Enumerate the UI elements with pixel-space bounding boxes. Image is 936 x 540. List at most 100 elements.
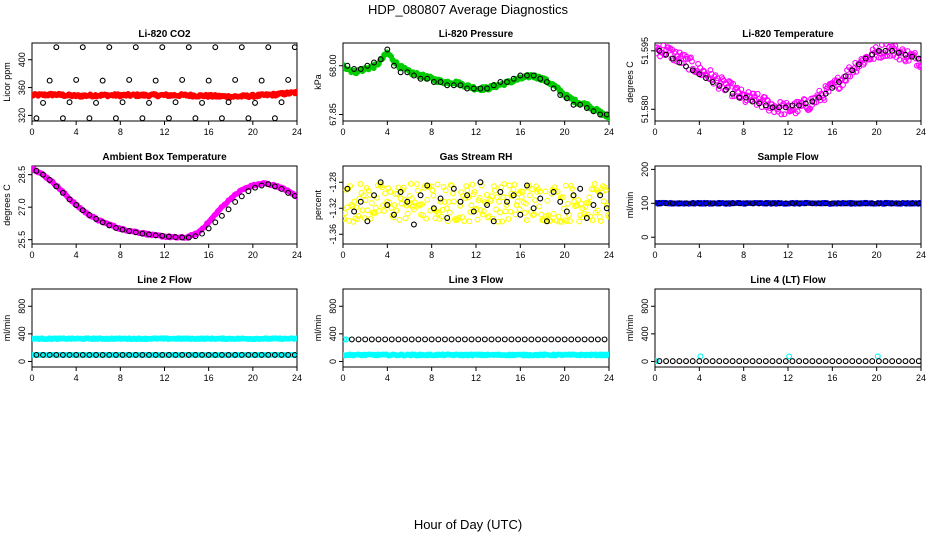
data-point (419, 201, 426, 208)
data-point (435, 210, 442, 217)
data-point (676, 358, 683, 365)
data-point (762, 102, 769, 109)
data-point (532, 197, 539, 204)
data-point (567, 218, 573, 225)
data-point (563, 218, 570, 225)
series-black (344, 179, 609, 228)
data-point (504, 79, 510, 85)
series-group (343, 336, 609, 359)
panel-7: Line 2 Flow 0 4 8 12 16 20 24 0 400 800 ml/min (2, 275, 302, 383)
data-point (917, 64, 921, 70)
x-tick-label: 0 (340, 127, 345, 137)
panel-title: Line 3 Flow (449, 275, 504, 286)
data-point (360, 192, 367, 199)
data-point (580, 214, 587, 221)
data-point (278, 186, 285, 192)
x-tick-label: 12 (783, 127, 793, 137)
data-point (490, 218, 497, 225)
data-point (285, 189, 292, 196)
data-point (86, 212, 93, 218)
series-yellow (343, 180, 609, 225)
data-point (589, 217, 596, 224)
data-point (464, 85, 471, 92)
data-point (697, 353, 704, 360)
data-point (172, 99, 179, 106)
data-point (663, 51, 670, 58)
data-point (467, 209, 474, 216)
x-tick-label: 20 (560, 250, 570, 260)
y-tick-label: 68.00 (328, 54, 338, 77)
data-point (271, 351, 278, 358)
data-point (895, 49, 902, 56)
data-point (597, 111, 604, 118)
data-point (377, 179, 384, 186)
data-point (577, 101, 584, 108)
data-point (874, 353, 881, 360)
x-tick-label: 16 (204, 373, 214, 383)
data-point (829, 84, 836, 91)
x-tick-label: 8 (429, 373, 434, 383)
x-tick-label: 12 (159, 373, 169, 383)
data-point (232, 351, 239, 358)
data-point (501, 180, 508, 187)
x-tick-label: 12 (471, 127, 481, 137)
data-point (829, 358, 836, 365)
x-tick-label: 24 (916, 373, 926, 383)
y-axis-label: ml/min (625, 192, 635, 219)
data-point (354, 216, 361, 223)
data-point (478, 182, 485, 189)
data-point (576, 218, 583, 225)
x-tick-label: 12 (783, 373, 793, 383)
y-tick-label: 0 (328, 359, 338, 364)
data-point (560, 205, 567, 212)
data-point (468, 202, 475, 209)
data-point (179, 351, 186, 358)
data-point (749, 200, 756, 207)
y-axis-label: Licor ppm (2, 62, 12, 102)
data-point (663, 200, 670, 207)
data-point (782, 104, 789, 111)
data-point (590, 186, 597, 193)
x-tick-label: 0 (652, 127, 657, 137)
data-point (159, 232, 166, 239)
data-point (543, 79, 550, 85)
data-point (371, 59, 377, 66)
data-point (489, 215, 496, 222)
x-tick-label: 12 (783, 250, 793, 260)
data-point (428, 183, 435, 190)
data-point (497, 79, 504, 85)
data-point (602, 186, 609, 193)
data-point (420, 212, 427, 219)
data-point (53, 44, 60, 51)
data-point (112, 225, 119, 231)
x-tick-label: 20 (872, 250, 882, 260)
data-point (786, 353, 793, 360)
data-point (796, 102, 803, 109)
data-point (73, 351, 80, 358)
data-point (816, 94, 822, 101)
data-point (683, 63, 689, 70)
data-point (477, 85, 484, 92)
data-point (809, 358, 816, 365)
data-point (656, 200, 663, 207)
panel-title: Ambient Box Temperature (102, 152, 227, 163)
data-point (508, 336, 515, 343)
data-point (93, 215, 99, 222)
data-point (450, 82, 457, 89)
x-tick-label: 0 (652, 373, 657, 383)
data-point (455, 336, 462, 343)
data-point (355, 336, 362, 343)
x-tick-label: 16 (827, 127, 837, 137)
data-point (278, 99, 285, 106)
data-point (889, 358, 896, 365)
data-point (192, 115, 199, 121)
x-tick-label: 12 (471, 250, 481, 260)
y-tick-label: 400 (17, 52, 27, 67)
data-point (603, 202, 609, 209)
data-point (359, 207, 366, 214)
data-point (911, 50, 918, 56)
data-point (59, 189, 66, 196)
data-point (393, 207, 400, 214)
data-point (696, 358, 703, 365)
